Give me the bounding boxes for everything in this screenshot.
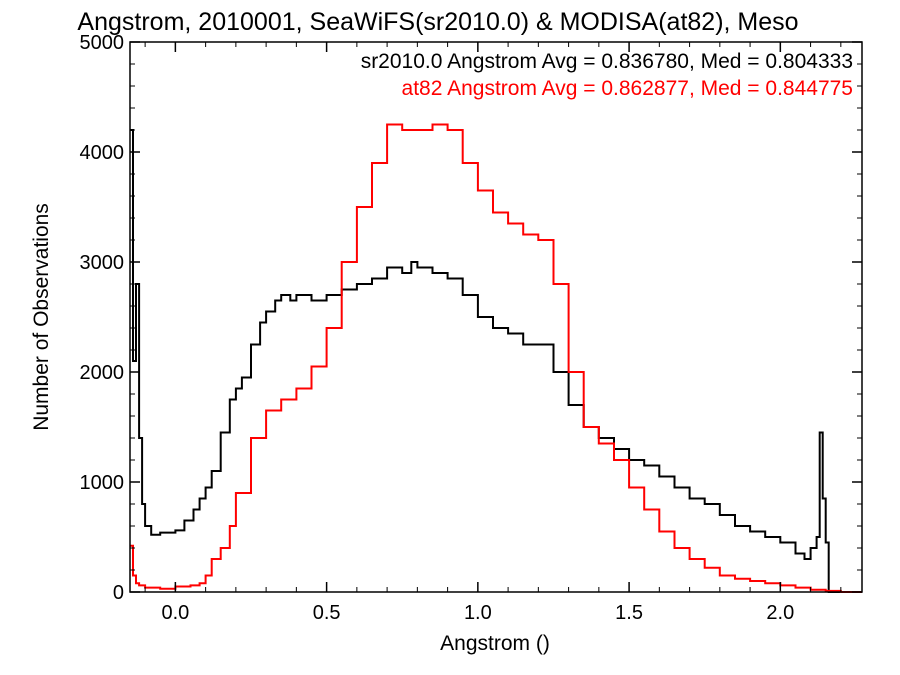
plot-frame	[129, 41, 863, 593]
x-tick-label: 0.5	[313, 602, 341, 624]
x-tick-label: 0.0	[161, 602, 189, 624]
legend-entry-1: sr2010.0 Angstrom Avg = 0.836780, Med = …	[361, 50, 853, 73]
chart-title: Angstrom, 2010001, SeaWiFS(sr2010.0) & M…	[77, 8, 798, 36]
y-tick-label: 4000	[80, 142, 125, 164]
x-tick-label: 1.0	[464, 602, 492, 624]
axes-layer: 0.0 0.5 1.0 1.5 2.0 0 1000 2000 3000 4000 5000	[80, 32, 863, 624]
series-line-sr2010.0	[130, 129, 862, 593]
x-axis-label: Angstrom ()	[440, 632, 550, 655]
y-tick-label: 1000	[80, 472, 125, 494]
series-layer	[130, 123, 862, 593]
x-tick-label: 1.5	[615, 602, 643, 624]
y-tick-label: 3000	[80, 252, 125, 274]
legend-entry-2: at82 Angstrom Avg = 0.862877, Med = 0.84…	[402, 77, 853, 100]
y-tick-label: 0	[113, 582, 124, 604]
y-tick-label: 5000	[80, 32, 125, 54]
series-line-at82	[130, 123, 862, 593]
legend: sr2010.0 Angstrom Avg = 0.836780, Med = …	[361, 50, 853, 100]
x-tick-label: 2.0	[766, 602, 794, 624]
y-axis-label: Number of Observations	[30, 203, 53, 431]
y-tick-label: 2000	[80, 362, 125, 384]
